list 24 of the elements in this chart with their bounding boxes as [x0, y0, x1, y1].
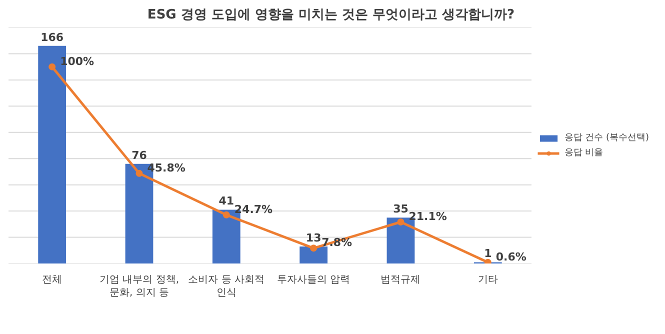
data-label: 35 — [393, 202, 408, 216]
point — [310, 244, 318, 252]
data-label: 76 — [132, 148, 148, 162]
legend-label: 응답 비율 — [564, 147, 604, 159]
data-label: 1 — [484, 247, 492, 260]
x-tick-label: 전체 — [42, 274, 62, 286]
point — [136, 170, 143, 177]
x-tick-label: 투자사들의 압력 — [276, 274, 350, 286]
data-label: 24.7% — [234, 202, 273, 216]
point — [397, 218, 404, 226]
chart-title: ESG 경영 도입에 영향을 미치는 것은 무엇이라고 생각합니까? — [147, 8, 515, 22]
x-tick-label: 소비자 등 사회적 인식 — [188, 274, 265, 299]
point — [48, 63, 56, 70]
data-label: 13 — [306, 231, 322, 244]
point — [222, 211, 230, 218]
x-tick-label: 법적규제 — [380, 274, 421, 286]
data-label: 21.1% — [408, 210, 447, 224]
x-tick-label: 기업 내부의 정책, 문화, 의지 등 — [99, 274, 180, 299]
data-label: 166 — [40, 30, 64, 44]
data-label: 41 — [218, 194, 234, 208]
legend-label: 응답 건수 (복수선택) — [564, 132, 649, 144]
data-label: 0.6% — [496, 250, 526, 264]
bar — [300, 246, 328, 264]
x-tick-label: 기타 — [478, 274, 498, 286]
